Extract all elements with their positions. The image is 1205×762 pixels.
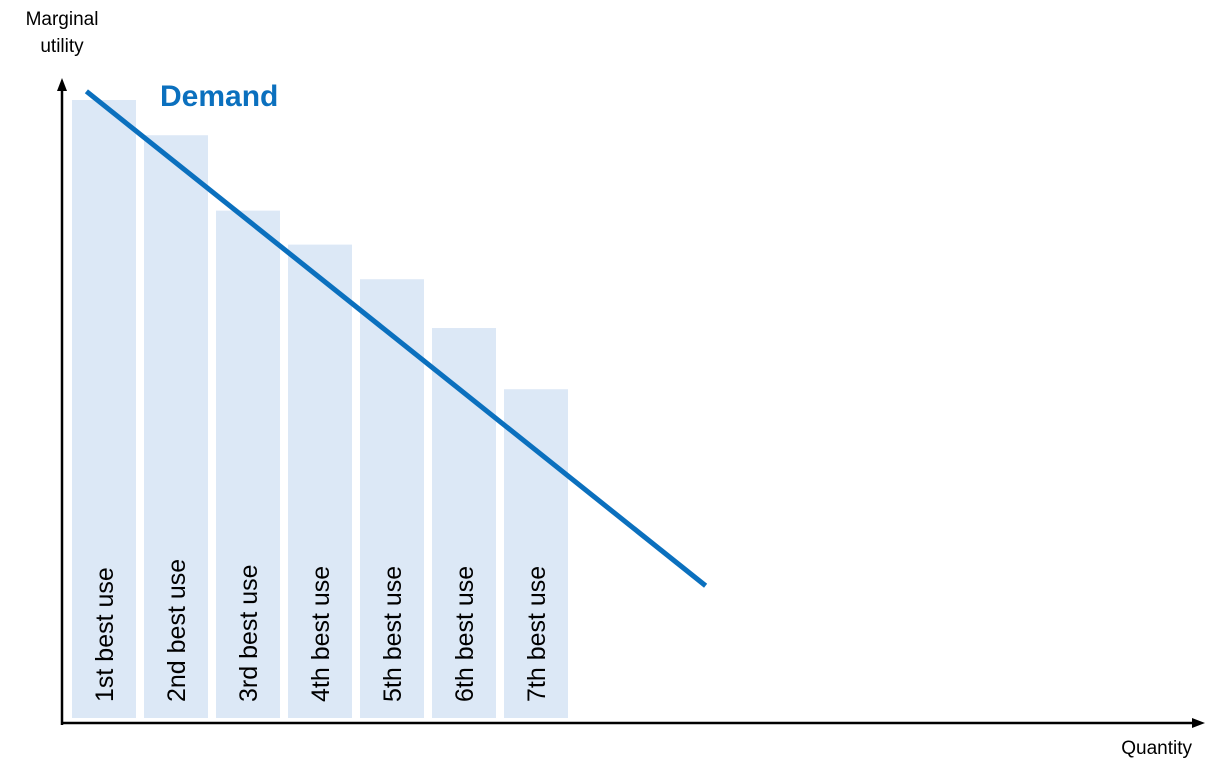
bar-label-7: 7th best use	[523, 566, 551, 702]
demand-line	[84, 89, 708, 588]
y-axis-title: Marginal utility	[26, 9, 99, 57]
bar-7	[504, 389, 568, 718]
bar-label-5: 5th best use	[379, 566, 407, 702]
y-axis-arrowhead	[57, 78, 67, 91]
bar-label-4: 4th best use	[307, 566, 335, 702]
bar-label-2: 2nd best use	[163, 559, 191, 702]
demand-line-layer	[84, 89, 708, 588]
x-axis-title: Quantity	[1121, 738, 1192, 759]
bar-2	[144, 135, 208, 718]
bar-1	[72, 100, 136, 718]
bar-4	[288, 244, 352, 718]
y-axis-title-line-2: utility	[40, 36, 84, 57]
x-axis-arrowhead	[1192, 718, 1205, 728]
bar-label-6: 6th best use	[451, 566, 479, 702]
bars-layer: 1st best use 2nd best use 3rd best use 4th …	[72, 100, 568, 718]
bar-label-1: 1st best use	[91, 567, 119, 702]
bar-label-3: 3rd best use	[235, 564, 263, 702]
demand-label: Demand	[160, 80, 278, 113]
y-axis-title-line-1: Marginal	[26, 9, 99, 30]
axes-layer	[57, 78, 1205, 728]
bar-3	[216, 210, 280, 718]
